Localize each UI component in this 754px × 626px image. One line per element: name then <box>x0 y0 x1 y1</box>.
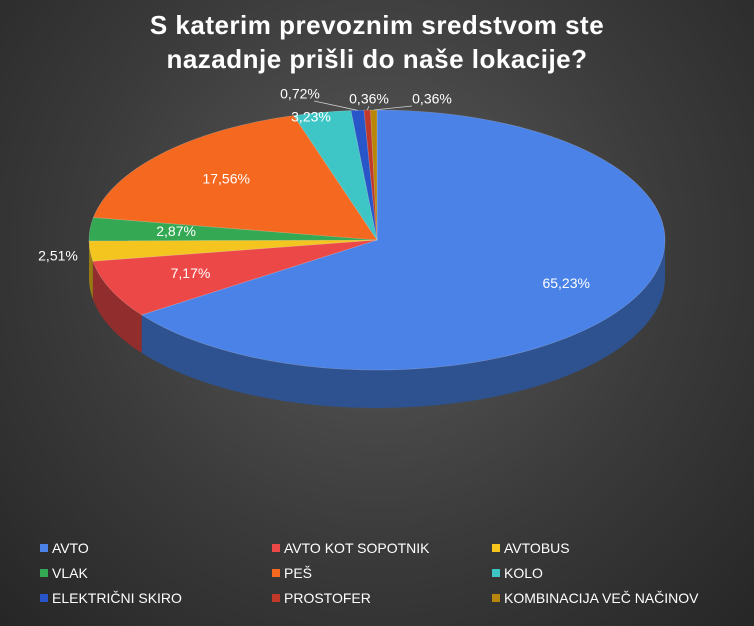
data-label-pes: 17,56% <box>202 170 249 186</box>
legend-label: KOLO <box>504 565 543 581</box>
chart-title: S katerim prevoznim sredstvom ste nazadn… <box>149 10 605 74</box>
pie-sides <box>89 240 665 408</box>
legend-item-vlak: VLAK <box>40 563 272 583</box>
data-labels: 65,23% 7,17% 2,51% 2,87% 17,56% 3,23% 0,72% 0,3… <box>38 86 590 291</box>
legend-swatch <box>40 594 48 602</box>
pie-slice-vlak <box>88 217 378 242</box>
legend-swatch <box>40 544 48 552</box>
legend-swatch <box>492 569 500 577</box>
legend-label: ELEKTRIČNI SKIRO <box>52 590 182 606</box>
pie-chart: 65,23% 7,17% 2,51% 2,87% 17,56% 3,23% 0,72% 0,3… <box>38 86 666 408</box>
leader-line-elektricni-skiro <box>313 100 358 111</box>
legend-label: VLAK <box>52 565 88 581</box>
data-label-prostofer: 0,36% <box>349 91 389 107</box>
legend-label: PROSTOFER <box>284 590 371 606</box>
legend-swatch <box>272 544 280 552</box>
pie-slice-kolo <box>293 110 378 241</box>
data-label-avto: 65,23% <box>542 275 589 291</box>
pie-top <box>88 109 666 371</box>
data-label-kolo: 3,23% <box>291 109 331 125</box>
legend-swatch <box>272 594 280 602</box>
pie-side-avto <box>141 240 665 408</box>
leader-line-kombinacija-vec-nacinov <box>373 105 413 111</box>
legend-item-pes: PEŠ <box>272 563 492 583</box>
chart-legend: AVTO AVTO KOT SOPOTNIK AVTOBUS VLAK PEŠ KOLO E… <box>40 538 740 608</box>
pie-slice-pes <box>92 115 378 241</box>
legend-swatch <box>272 569 280 577</box>
legend-swatch <box>492 544 500 552</box>
data-label-avto-kot-sopotnik: 7,17% <box>171 265 211 281</box>
legend-item-prostofer: PROSTOFER <box>272 588 492 608</box>
data-label-kombinacija-vec-nacinov: 0,36% <box>412 91 452 107</box>
legend-label: PEŠ <box>284 565 313 581</box>
pie-side-avtobus <box>89 240 93 300</box>
legend-item-kombinacija-vec-nacinov: KOMBINACIJA VEČ NAČINOV <box>492 588 722 608</box>
legend-label: AVTOBUS <box>504 540 570 556</box>
legend-label: KOMBINACIJA VEČ NAČINOV <box>504 590 699 606</box>
legend-item-elektricni-skiro: ELEKTRIČNI SKIRO <box>40 588 272 608</box>
legend-item-kolo: KOLO <box>492 563 722 583</box>
legend-item-avto: AVTO <box>40 538 272 558</box>
data-label-vlak: 2,87% <box>156 223 196 239</box>
pie-slice-avto <box>140 109 666 371</box>
legend-label: AVTO <box>52 540 89 556</box>
pie-slice-avtobus <box>88 239 378 262</box>
pie-slice-avto-kot-sopotnik <box>92 239 378 316</box>
legend-swatch <box>492 594 500 602</box>
legend-label: AVTO KOT SOPOTNIK <box>284 540 430 556</box>
legend-swatch <box>40 569 48 577</box>
pie-side-avto-kot-sopotnik <box>92 261 142 353</box>
data-label-elektricni-skiro: 0,72% <box>280 86 320 102</box>
legend-item-avto-kot-sopotnik: AVTO KOT SOPOTNIK <box>272 538 492 558</box>
data-label-avtobus: 2,51% <box>38 248 78 264</box>
legend-item-avtobus: AVTOBUS <box>492 538 722 558</box>
leader-line-prostofer <box>366 105 370 111</box>
